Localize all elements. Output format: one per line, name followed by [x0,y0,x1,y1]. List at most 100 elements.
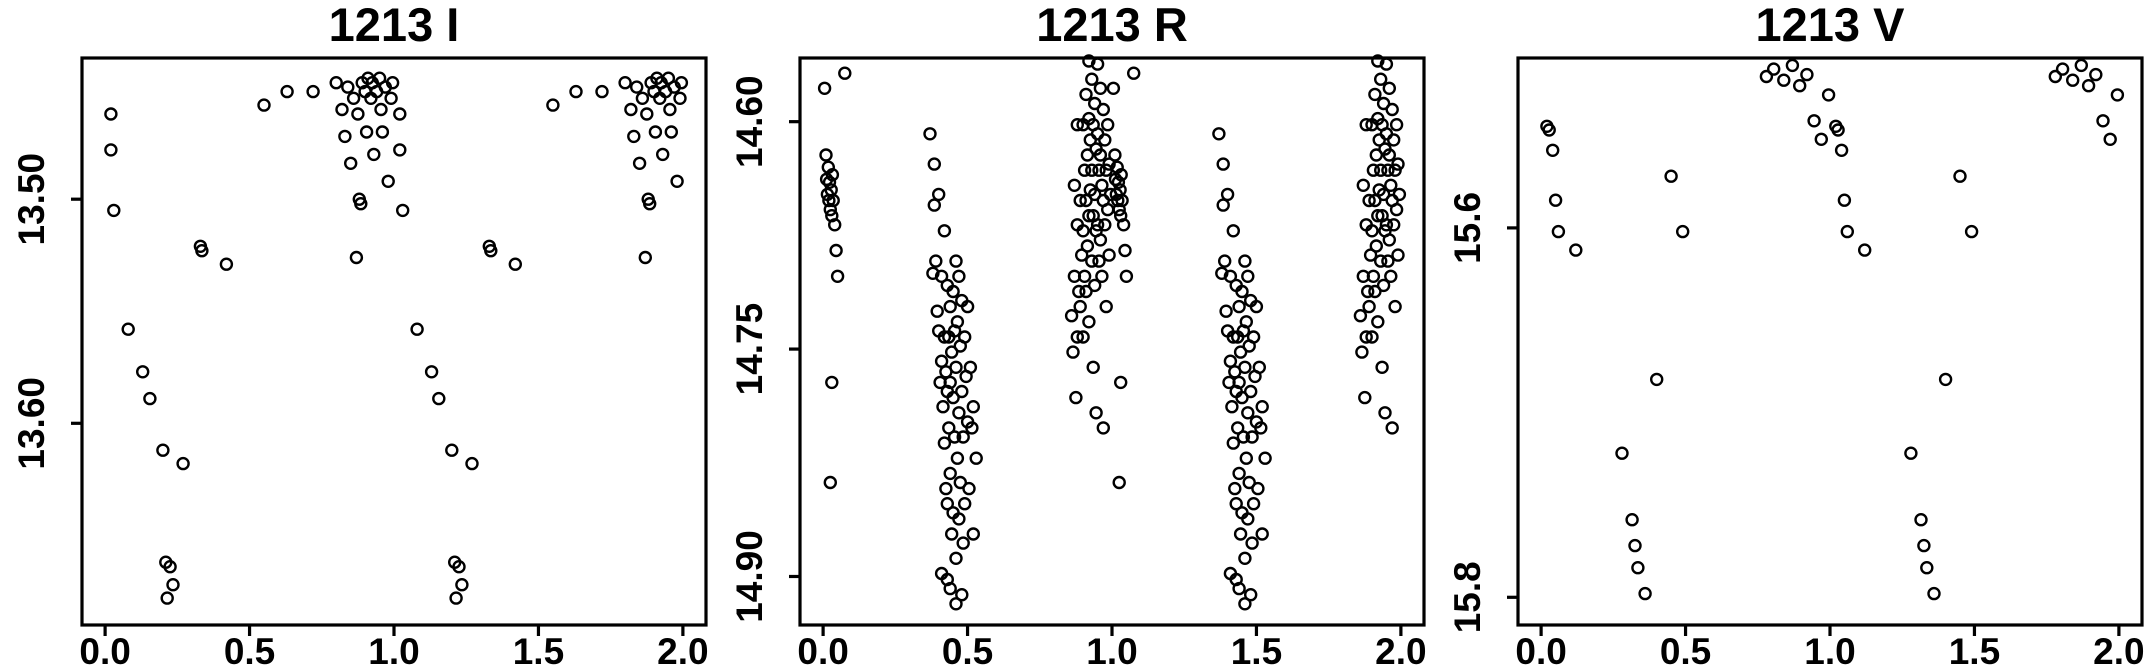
data-point [156,443,170,457]
data-point [943,466,957,481]
data-point [424,365,439,379]
data-point [1075,248,1089,262]
data-point [1079,87,1093,102]
data-point [656,147,670,162]
plot-box [1516,56,2144,627]
data-point [1920,561,1934,575]
data-point [1235,284,1249,299]
data-point [942,421,956,435]
data-point [956,430,970,444]
plot-title: 1213 V [1756,0,1906,51]
data-point [1814,132,1828,147]
data-point [1365,224,1379,238]
data-point [630,80,644,94]
data-point [1369,148,1383,162]
data-point [929,254,943,268]
data-point [1229,497,1243,511]
data-point [1085,72,1099,86]
data-point [166,578,180,592]
data-point [1088,278,1102,293]
data-point [2089,67,2103,82]
data-point [1378,406,1392,420]
data-point [1093,81,1108,96]
x-tick-label: 2.0 [657,631,708,671]
data-point [1079,284,1093,299]
data-point [930,304,944,318]
data-point [338,129,352,144]
data-point [546,98,560,112]
data-point [943,375,957,390]
data-point [1218,254,1232,268]
data-point [1090,57,1105,71]
data-point [1953,169,1967,183]
data-point [1249,299,1264,314]
x-tick-label: 1.0 [368,631,419,671]
data-point [1069,390,1083,405]
data-point [960,299,975,314]
data-point [1615,446,1629,460]
data-point [1379,218,1394,232]
x-tick-label: 1.5 [513,631,564,671]
data-point [1114,375,1128,390]
data-point [1246,497,1261,511]
data-point [1391,248,1405,262]
data-point [1384,269,1398,283]
data-point [1238,551,1252,565]
data-point [1119,269,1134,283]
data-point [829,243,843,258]
data-point [1067,178,1082,193]
data-point [1374,254,1388,268]
data-point [1235,390,1249,405]
data-point [1371,315,1385,329]
x-tick-label: 1.5 [1231,631,1282,671]
data-point [1368,87,1382,102]
data-point [1638,586,1652,601]
x-tick-label: 0.0 [797,631,848,671]
data-point [449,591,463,605]
data-point [1375,360,1389,374]
data-point [956,536,970,550]
data-point [1356,178,1370,193]
data-point [1362,299,1376,314]
data-point [1382,233,1396,247]
data-point [937,224,952,238]
data-point [937,436,952,450]
data-point [1245,536,1259,550]
data-point [1800,67,1814,82]
data-point [1241,512,1255,526]
x-tick-label: 0.0 [79,631,130,671]
data-point [1389,202,1404,217]
data-point [638,250,652,265]
data-point [661,71,676,85]
data-point [966,527,981,541]
data-point [640,107,654,121]
data-point [952,406,966,420]
x-tick-label: 0.0 [1515,631,1566,671]
data-point [1101,202,1115,217]
data-point [1369,239,1383,253]
x-tick-label: 0.5 [942,631,993,671]
data-point [1233,345,1248,359]
data-point [367,147,381,162]
data-point [1228,481,1242,496]
scatter-plot-1213-V: 1213 V 0.0 0.5 1.0 1.5 2.0 15.6 15.8 [1436,0,2155,671]
data-point [643,196,657,211]
data-point [1927,586,1941,601]
data-point [1223,269,1238,283]
data-point [335,102,349,117]
data-point [143,391,157,406]
data-point [674,75,689,90]
data-point [1233,527,1248,541]
data-point [957,330,972,344]
data-point [393,143,407,157]
data-point [1244,384,1258,399]
data-point [1085,163,1099,177]
data-point [1379,127,1394,141]
data-point [1216,198,1230,212]
data-point [329,75,343,90]
data-point [1096,102,1110,117]
data-point [1793,78,1807,93]
data-point [1238,254,1252,268]
data-point [135,365,150,379]
